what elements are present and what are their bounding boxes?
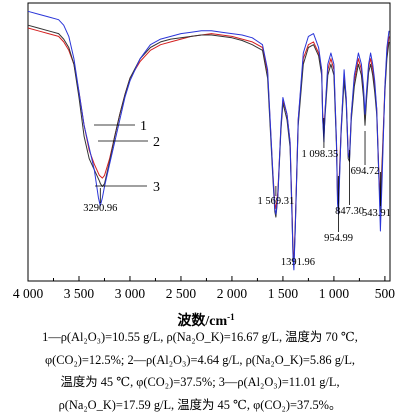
x-tick-label: 3 500 — [64, 286, 95, 301]
x-tick-label: 500 — [375, 286, 396, 301]
peak-label: 543.91 — [362, 208, 391, 219]
peak-label: 694.72 — [351, 166, 380, 177]
x-tick-label: 3 000 — [115, 286, 146, 301]
peak-annotations: 3290.96 1 569.31 1391.96 1 098.35 954.99 847.… — [83, 118, 391, 268]
series-2-line — [27, 24, 390, 265]
x-tick-label: 1 000 — [319, 286, 350, 301]
peak-label: 847.30 — [335, 206, 364, 217]
peak-label: 3290.96 — [83, 203, 117, 214]
caption-line-3: 温度为 45 ℃, φ(CO₂)=37.5%; 3—ρ(Al₂O₃)=11.01… — [60, 375, 340, 389]
callout-label-2: 2 — [153, 135, 160, 150]
peak-label: 1 569.31 — [258, 196, 295, 207]
caption-line-2: φ(CO₂)=12.5%; 2—ρ(Al₂O₃)=4.64 g/L, ρ(Na₂… — [44, 352, 355, 367]
x-tick-label: 1 500 — [268, 286, 299, 301]
callout-label-3: 3 — [153, 180, 160, 195]
x-tick-label: 2 500 — [166, 286, 197, 301]
caption-line-4: ρ(Na₂O_K)=17.59 g/L, 温度为 45 ℃, φ(CO₂)=37… — [58, 397, 342, 412]
x-axis-title: 波数/cm-1 — [177, 312, 235, 329]
spectrum-curves — [27, 10, 390, 271]
curve-callouts: 12 3 — [94, 119, 160, 195]
x-tick-label: 2 000 — [217, 286, 248, 301]
peak-label: 1391.96 — [281, 257, 315, 268]
x-axis: 4 000 3 500 3 000 2 500 2 000 1 500 1 000 500 — [13, 276, 395, 301]
caption-line-1: 1—ρ(Al₂O₃)=10.55 g/L, ρ(Na₂O_K)=16.67 g/… — [42, 330, 358, 344]
peak-label: 1 098.35 — [302, 149, 339, 160]
peak-label: 954.99 — [324, 233, 353, 244]
x-tick-label: 4 000 — [13, 286, 44, 301]
figure-caption: 1—ρ(Al₂O₃)=10.55 g/L, ρ(Na₂O_K)=16.67 g/… — [0, 326, 400, 416]
series-1-line — [27, 27, 390, 260]
callout-label-1: 1 — [140, 119, 147, 134]
series-3-line — [27, 10, 390, 271]
plot-frame — [27, 2, 391, 282]
ftir-spectrum-chart: 3290.96 1 569.31 1391.96 1 098.35 954.99 847.… — [13, 2, 395, 329]
